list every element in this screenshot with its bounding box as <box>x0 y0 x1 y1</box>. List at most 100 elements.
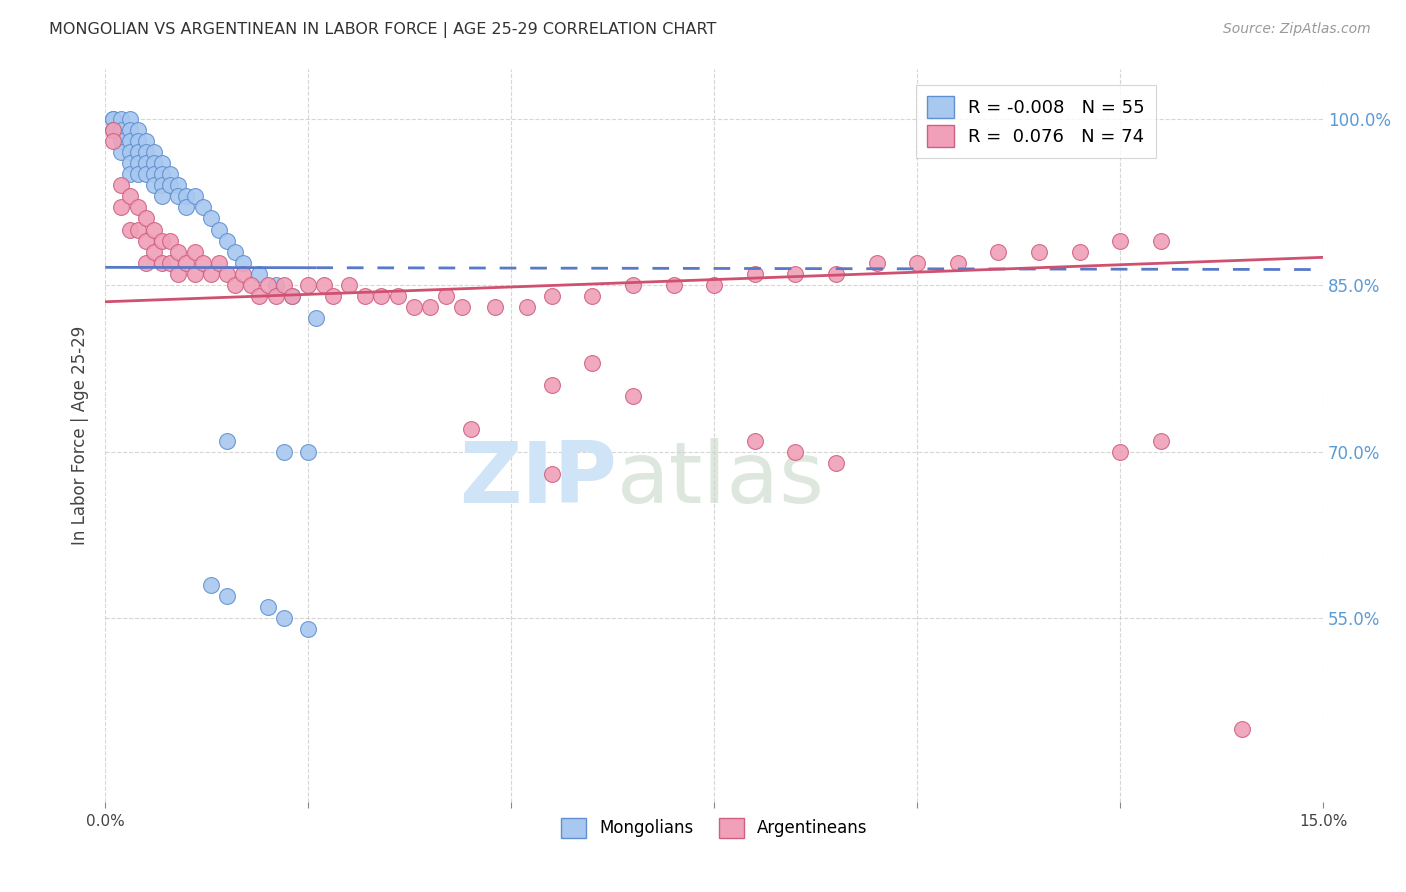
Text: atlas: atlas <box>617 438 825 521</box>
Point <box>249 267 271 281</box>
Point <box>1028 244 1050 259</box>
Point <box>127 122 149 136</box>
Point <box>142 222 165 236</box>
Point <box>224 278 246 293</box>
Point <box>946 256 969 270</box>
Point <box>135 134 157 148</box>
Point <box>540 289 562 303</box>
Point <box>127 145 149 159</box>
Point <box>150 156 173 170</box>
Point <box>434 289 457 303</box>
Point <box>150 256 173 270</box>
Point <box>297 278 319 293</box>
Point <box>127 167 149 181</box>
Point <box>167 267 190 281</box>
Point <box>110 200 132 214</box>
Point <box>621 278 644 293</box>
Point <box>402 301 425 315</box>
Point <box>215 434 238 448</box>
Point <box>150 189 173 203</box>
Point <box>103 112 125 126</box>
Point <box>232 256 254 270</box>
Point <box>273 444 295 458</box>
Point <box>159 167 181 181</box>
Point <box>118 189 141 203</box>
Point <box>118 122 141 136</box>
Point <box>581 289 603 303</box>
Point <box>110 145 132 159</box>
Point <box>200 211 222 226</box>
Point <box>337 278 360 293</box>
Point <box>142 178 165 193</box>
Point <box>825 456 848 470</box>
Point <box>215 589 238 603</box>
Point <box>200 267 222 281</box>
Point <box>135 145 157 159</box>
Point <box>110 134 132 148</box>
Point <box>118 134 141 148</box>
Point <box>118 112 141 126</box>
Point <box>159 256 181 270</box>
Point <box>1230 723 1253 737</box>
Point <box>135 211 157 226</box>
Point <box>110 122 132 136</box>
Point <box>159 234 181 248</box>
Point <box>354 289 377 303</box>
Point <box>208 256 231 270</box>
Point <box>103 122 125 136</box>
Point <box>484 301 506 315</box>
Point <box>370 289 392 303</box>
Point <box>249 289 271 303</box>
Point <box>103 112 125 126</box>
Point <box>419 301 441 315</box>
Point <box>183 244 205 259</box>
Point <box>703 278 725 293</box>
Point <box>744 434 766 448</box>
Point <box>127 222 149 236</box>
Point <box>744 267 766 281</box>
Point <box>621 389 644 403</box>
Point <box>110 112 132 126</box>
Point <box>825 267 848 281</box>
Point <box>159 178 181 193</box>
Point <box>176 189 198 203</box>
Point <box>135 256 157 270</box>
Y-axis label: In Labor Force | Age 25-29: In Labor Force | Age 25-29 <box>72 326 89 545</box>
Point <box>135 234 157 248</box>
Point <box>256 600 278 615</box>
Point <box>103 134 125 148</box>
Point <box>191 256 214 270</box>
Point <box>150 234 173 248</box>
Point <box>1109 234 1132 248</box>
Point <box>460 422 482 436</box>
Point <box>540 378 562 392</box>
Point <box>142 167 165 181</box>
Point <box>662 278 685 293</box>
Point <box>150 178 173 193</box>
Point <box>264 289 287 303</box>
Point <box>451 301 474 315</box>
Point <box>118 145 141 159</box>
Text: ZIP: ZIP <box>458 438 617 521</box>
Point <box>273 278 295 293</box>
Point <box>176 256 198 270</box>
Point <box>142 145 165 159</box>
Point <box>215 234 238 248</box>
Point <box>281 289 304 303</box>
Point <box>865 256 887 270</box>
Point <box>905 256 928 270</box>
Point <box>1150 434 1173 448</box>
Point <box>256 278 278 293</box>
Point <box>118 167 141 181</box>
Text: Source: ZipAtlas.com: Source: ZipAtlas.com <box>1223 22 1371 37</box>
Point <box>183 267 205 281</box>
Point <box>110 178 132 193</box>
Point <box>103 122 125 136</box>
Point <box>167 244 190 259</box>
Point <box>264 278 287 293</box>
Point <box>215 267 238 281</box>
Point <box>1150 234 1173 248</box>
Point <box>127 200 149 214</box>
Point <box>240 278 263 293</box>
Point <box>987 244 1010 259</box>
